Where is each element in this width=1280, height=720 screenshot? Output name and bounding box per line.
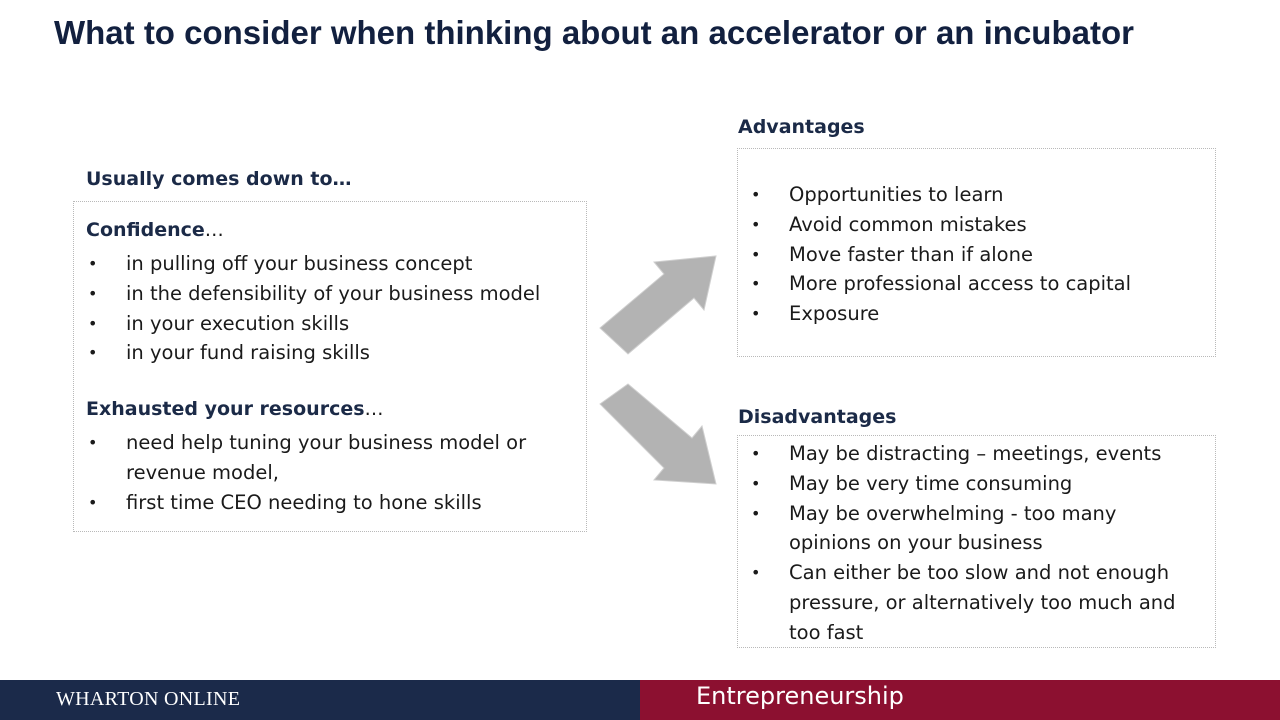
- footer-brand-bar: WHARTON ONLINE: [0, 680, 640, 720]
- list-item: • in your execution skills: [88, 309, 576, 339]
- bullet-icon: •: [88, 254, 98, 273]
- bullet-icon: •: [751, 274, 761, 294]
- confidence-heading-text: Confidence: [86, 219, 205, 241]
- list-item-text: Avoid common mistakes: [789, 212, 1027, 236]
- list-item: • Exposure: [751, 299, 1199, 329]
- footer-course-text: Entrepreneurship: [696, 682, 904, 710]
- arrow-up-right-icon: [599, 255, 717, 355]
- list-item-text: May be overwhelming - too many opinions …: [789, 501, 1117, 555]
- list-item: • Avoid common mistakes: [751, 210, 1199, 240]
- advantages-label: Advantages: [738, 116, 865, 138]
- disadvantages-box: [737, 435, 1216, 648]
- bullet-icon: •: [751, 503, 761, 523]
- footer-brand-text: WHARTON ONLINE: [56, 688, 241, 710]
- list-item: • May be overwhelming - too many opinions…: [751, 499, 1204, 559]
- bullet-icon: •: [88, 343, 98, 363]
- list-item-text: in your fund raising skills: [126, 341, 370, 365]
- list-item: • in pulling off your business concept: [88, 249, 576, 279]
- list-item-text: in pulling off your business concept: [126, 252, 473, 275]
- list-item-text: in your execution skills: [126, 311, 350, 335]
- list-item: • in the defensibility of your business m…: [88, 279, 576, 309]
- bullet-icon: •: [751, 563, 761, 583]
- bullet-icon: •: [751, 214, 761, 234]
- arrow-down-right-shape: [599, 383, 717, 485]
- list-item: • Opportunities to learn: [751, 180, 1199, 210]
- arrow-down-right-icon: [599, 383, 717, 485]
- list-item: • May be distracting – meetings, events: [751, 439, 1204, 469]
- list-item-text: Move faster than if alone: [789, 242, 1033, 266]
- list-item-text: need help tuning your business model or …: [126, 431, 527, 484]
- bullet-icon: •: [751, 304, 761, 324]
- confidence-heading: Confidence…: [86, 219, 224, 241]
- list-item-text: May be distracting – meetings, events: [789, 442, 1162, 465]
- list-item-text: first time CEO needing to hone skills: [126, 490, 482, 514]
- arrow-up-right-shape: [599, 255, 717, 355]
- exhausted-heading: Exhausted your resources…: [86, 398, 384, 420]
- list-item-text: Opportunities to learn: [789, 183, 1004, 206]
- left-content-box: [73, 201, 587, 532]
- confidence-heading-suffix: …: [204, 219, 224, 241]
- bullet-icon: •: [88, 433, 98, 452]
- bullet-icon: •: [751, 473, 761, 493]
- list-item: • in your fund raising skills: [88, 338, 576, 368]
- list-item: • first time CEO needing to hone skills: [88, 488, 576, 518]
- exhausted-list: • need help tuning your business model or…: [88, 428, 576, 518]
- bullet-icon: •: [751, 244, 761, 264]
- bullet-icon: •: [751, 444, 761, 463]
- advantages-list: • Opportunities to learn • Avoid common mis…: [751, 180, 1199, 329]
- slide-title: What to consider when thinking about an …: [54, 14, 1134, 51]
- list-item: • May be very time consuming: [751, 469, 1204, 499]
- left-section-label: Usually comes down to…: [86, 168, 352, 190]
- list-item: • Can either be too slow and not enough p…: [751, 558, 1204, 647]
- list-item: • need help tuning your business model or…: [88, 428, 576, 488]
- list-item-text: Exposure: [789, 302, 880, 326]
- exhausted-heading-text: Exhausted your resources: [86, 398, 365, 420]
- disadvantages-list: • May be distracting – meetings, events • M…: [751, 439, 1204, 648]
- list-item-text: Can either be too slow and not enough pr…: [789, 561, 1176, 644]
- bullet-icon: •: [88, 492, 98, 512]
- list-item: • More professional access to capital: [751, 269, 1199, 299]
- bullet-icon: •: [751, 185, 761, 204]
- list-item-text: More professional access to capital: [789, 272, 1132, 296]
- bullet-icon: •: [88, 283, 98, 303]
- bullet-icon: •: [88, 313, 98, 333]
- confidence-list: • in pulling off your business concept • in…: [88, 249, 576, 368]
- advantages-box: [737, 148, 1216, 357]
- list-item: • Move faster than if alone: [751, 240, 1199, 270]
- disadvantages-label: Disadvantages: [738, 406, 897, 428]
- exhausted-heading-suffix: …: [364, 398, 384, 420]
- list-item-text: in the defensibility of your business mo…: [126, 281, 541, 305]
- list-item-text: May be very time consuming: [789, 471, 1073, 495]
- footer-course-bar: Entrepreneurship: [640, 680, 1280, 720]
